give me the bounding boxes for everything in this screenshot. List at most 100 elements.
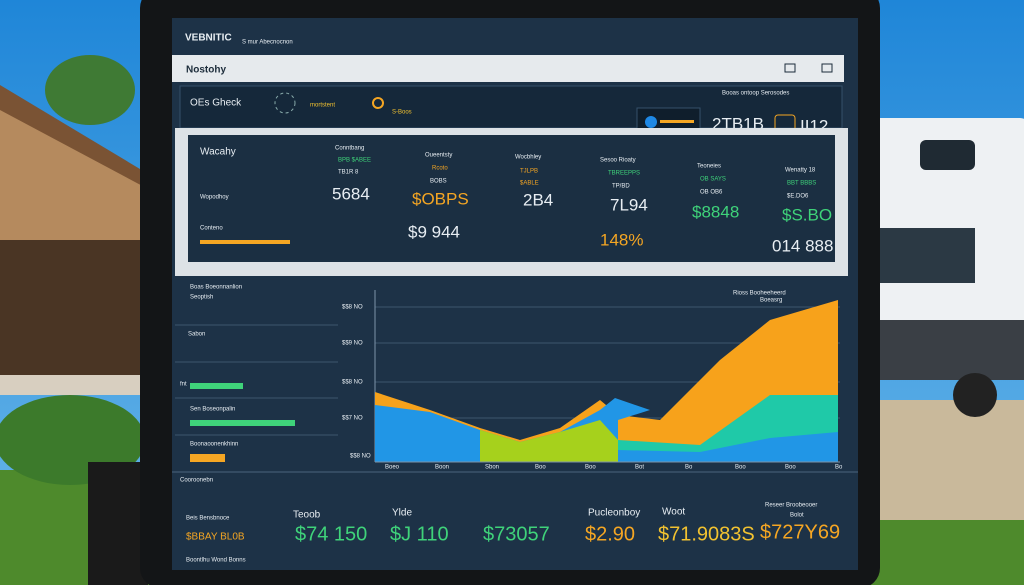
stat-value: $73057 [483, 523, 550, 545]
col-line: TB1R 8 [338, 170, 359, 176]
rv-windshield [875, 228, 975, 283]
col-line: TJLPB [520, 169, 538, 175]
path [0, 375, 140, 395]
rv-front [875, 320, 1024, 380]
col-value: $8848 [692, 202, 739, 221]
icon [784, 63, 796, 73]
stat-value: $727Y69 [760, 521, 840, 543]
x-label: Boeo [385, 465, 400, 471]
col-header: Sesoo Rioaty [600, 158, 636, 164]
col-header: Teoneies [697, 164, 721, 170]
stat-label: Teoob [293, 510, 321, 521]
footer-left: Beis Bensbnoce [186, 516, 230, 522]
col-extra: 148% [600, 230, 643, 249]
col-line: $ABLE [520, 181, 539, 187]
col-value: $S.BO [782, 205, 832, 224]
col-header: Wenatty 18 [785, 168, 816, 174]
bar-label: fnt [180, 382, 187, 388]
brand: VEBNITIC [185, 33, 232, 44]
x-label: Sbon [485, 465, 499, 471]
col-value: $OBPS [412, 189, 469, 208]
legend: Boeasrg [760, 298, 782, 304]
col-header: Oueentsty [425, 153, 452, 159]
side-title: Boas Boeonnanlion [190, 285, 242, 291]
x-label: Boo [785, 465, 796, 471]
side-bar [190, 383, 243, 389]
gravel [880, 400, 1024, 520]
y-label: $$8 NO [342, 380, 363, 386]
rv-window [920, 140, 975, 170]
stat-label: Reseer Broobeooer [765, 503, 817, 509]
stat-value: $74 150 [295, 523, 367, 545]
col-line: BOBS [430, 179, 447, 185]
x-label: Bo [685, 465, 693, 471]
footer-title: Cooroonebn [180, 478, 213, 484]
progress [200, 240, 290, 244]
row-label: Wacahy [200, 147, 236, 158]
key-icon [372, 97, 384, 109]
x-label: Boon [435, 465, 449, 471]
rv-wheel [953, 373, 997, 417]
stat-label: Woot [662, 507, 685, 518]
stand [88, 462, 148, 585]
title-bar [172, 55, 844, 82]
side-bar [190, 420, 295, 426]
links[interactable]: Booas ontoop Serosodes [722, 91, 789, 97]
stat-label: Pucleonboy [588, 508, 640, 519]
footer-left: Boontlhu Wond Bonns [186, 558, 246, 564]
x-label: Bo [835, 465, 843, 471]
toggle-bar [660, 120, 694, 123]
icon [821, 63, 833, 73]
row-label: Conteno [200, 226, 223, 232]
row-label: Wopodhoy [200, 195, 229, 201]
footer-left: $BBAY BL0B [186, 532, 245, 543]
summary-table [188, 135, 835, 262]
area [618, 432, 838, 462]
x-label: Boo [535, 465, 546, 471]
col-line: BPB $ABEE [338, 158, 371, 164]
page-title: Nostohy [186, 65, 226, 76]
col-line: OB SAYS [700, 177, 726, 183]
side-bar [190, 454, 225, 462]
col-line: $E.DO6 [787, 194, 809, 200]
col-extra: $9 944 [408, 222, 460, 241]
col-line: OB OB6 [700, 190, 723, 196]
palm [45, 55, 135, 125]
y-label: $$8 NO [350, 454, 371, 460]
x-label: Boo [585, 465, 596, 471]
search[interactable]: OEs Gheck [190, 98, 242, 109]
area [375, 300, 838, 462]
bar-label: Boonaoonenkhinn [190, 442, 238, 448]
roof [0, 85, 150, 190]
col-extra: 014 888 [772, 236, 833, 255]
col-value: 5684 [332, 184, 370, 203]
side-section: Sabon [188, 332, 205, 338]
chart [374, 290, 840, 463]
stat-value: $2.90 [585, 523, 635, 545]
stat-value: $71.9083S [658, 523, 755, 545]
col-line: TBREEPPS [608, 171, 640, 177]
x-labels: Boeo Boon Sbon Boo Boo Bot Bo Boo Boo Bo [385, 465, 843, 471]
col-value: 2B4 [523, 190, 553, 209]
col-line: TP/BD [612, 184, 630, 190]
side-subtitle: Seoptish [190, 295, 213, 301]
spinner [274, 92, 296, 114]
col-line: BBT BBBS [787, 181, 816, 187]
y-label: $$8 NO [342, 305, 363, 311]
x-label: Bot [635, 465, 644, 471]
col-header: Conntbang [335, 146, 364, 152]
porch [0, 240, 140, 380]
col-header: Wocbhley [515, 155, 541, 161]
stat-label: Ylde [392, 508, 412, 519]
bar-label: Sen Boseonpalin [190, 407, 235, 413]
y-label: $$7 NO [342, 416, 363, 422]
filter[interactable]: mortstent [310, 103, 335, 109]
toggle[interactable] [645, 116, 657, 128]
subtitle: S mur Abecnocnon [242, 40, 293, 46]
col-line: Rcoto [432, 166, 448, 172]
toolbar [179, 85, 843, 129]
stat-value: $J 110 [390, 523, 449, 545]
col-value: 7L94 [610, 195, 648, 214]
y-label: $$9 NO [342, 341, 363, 347]
